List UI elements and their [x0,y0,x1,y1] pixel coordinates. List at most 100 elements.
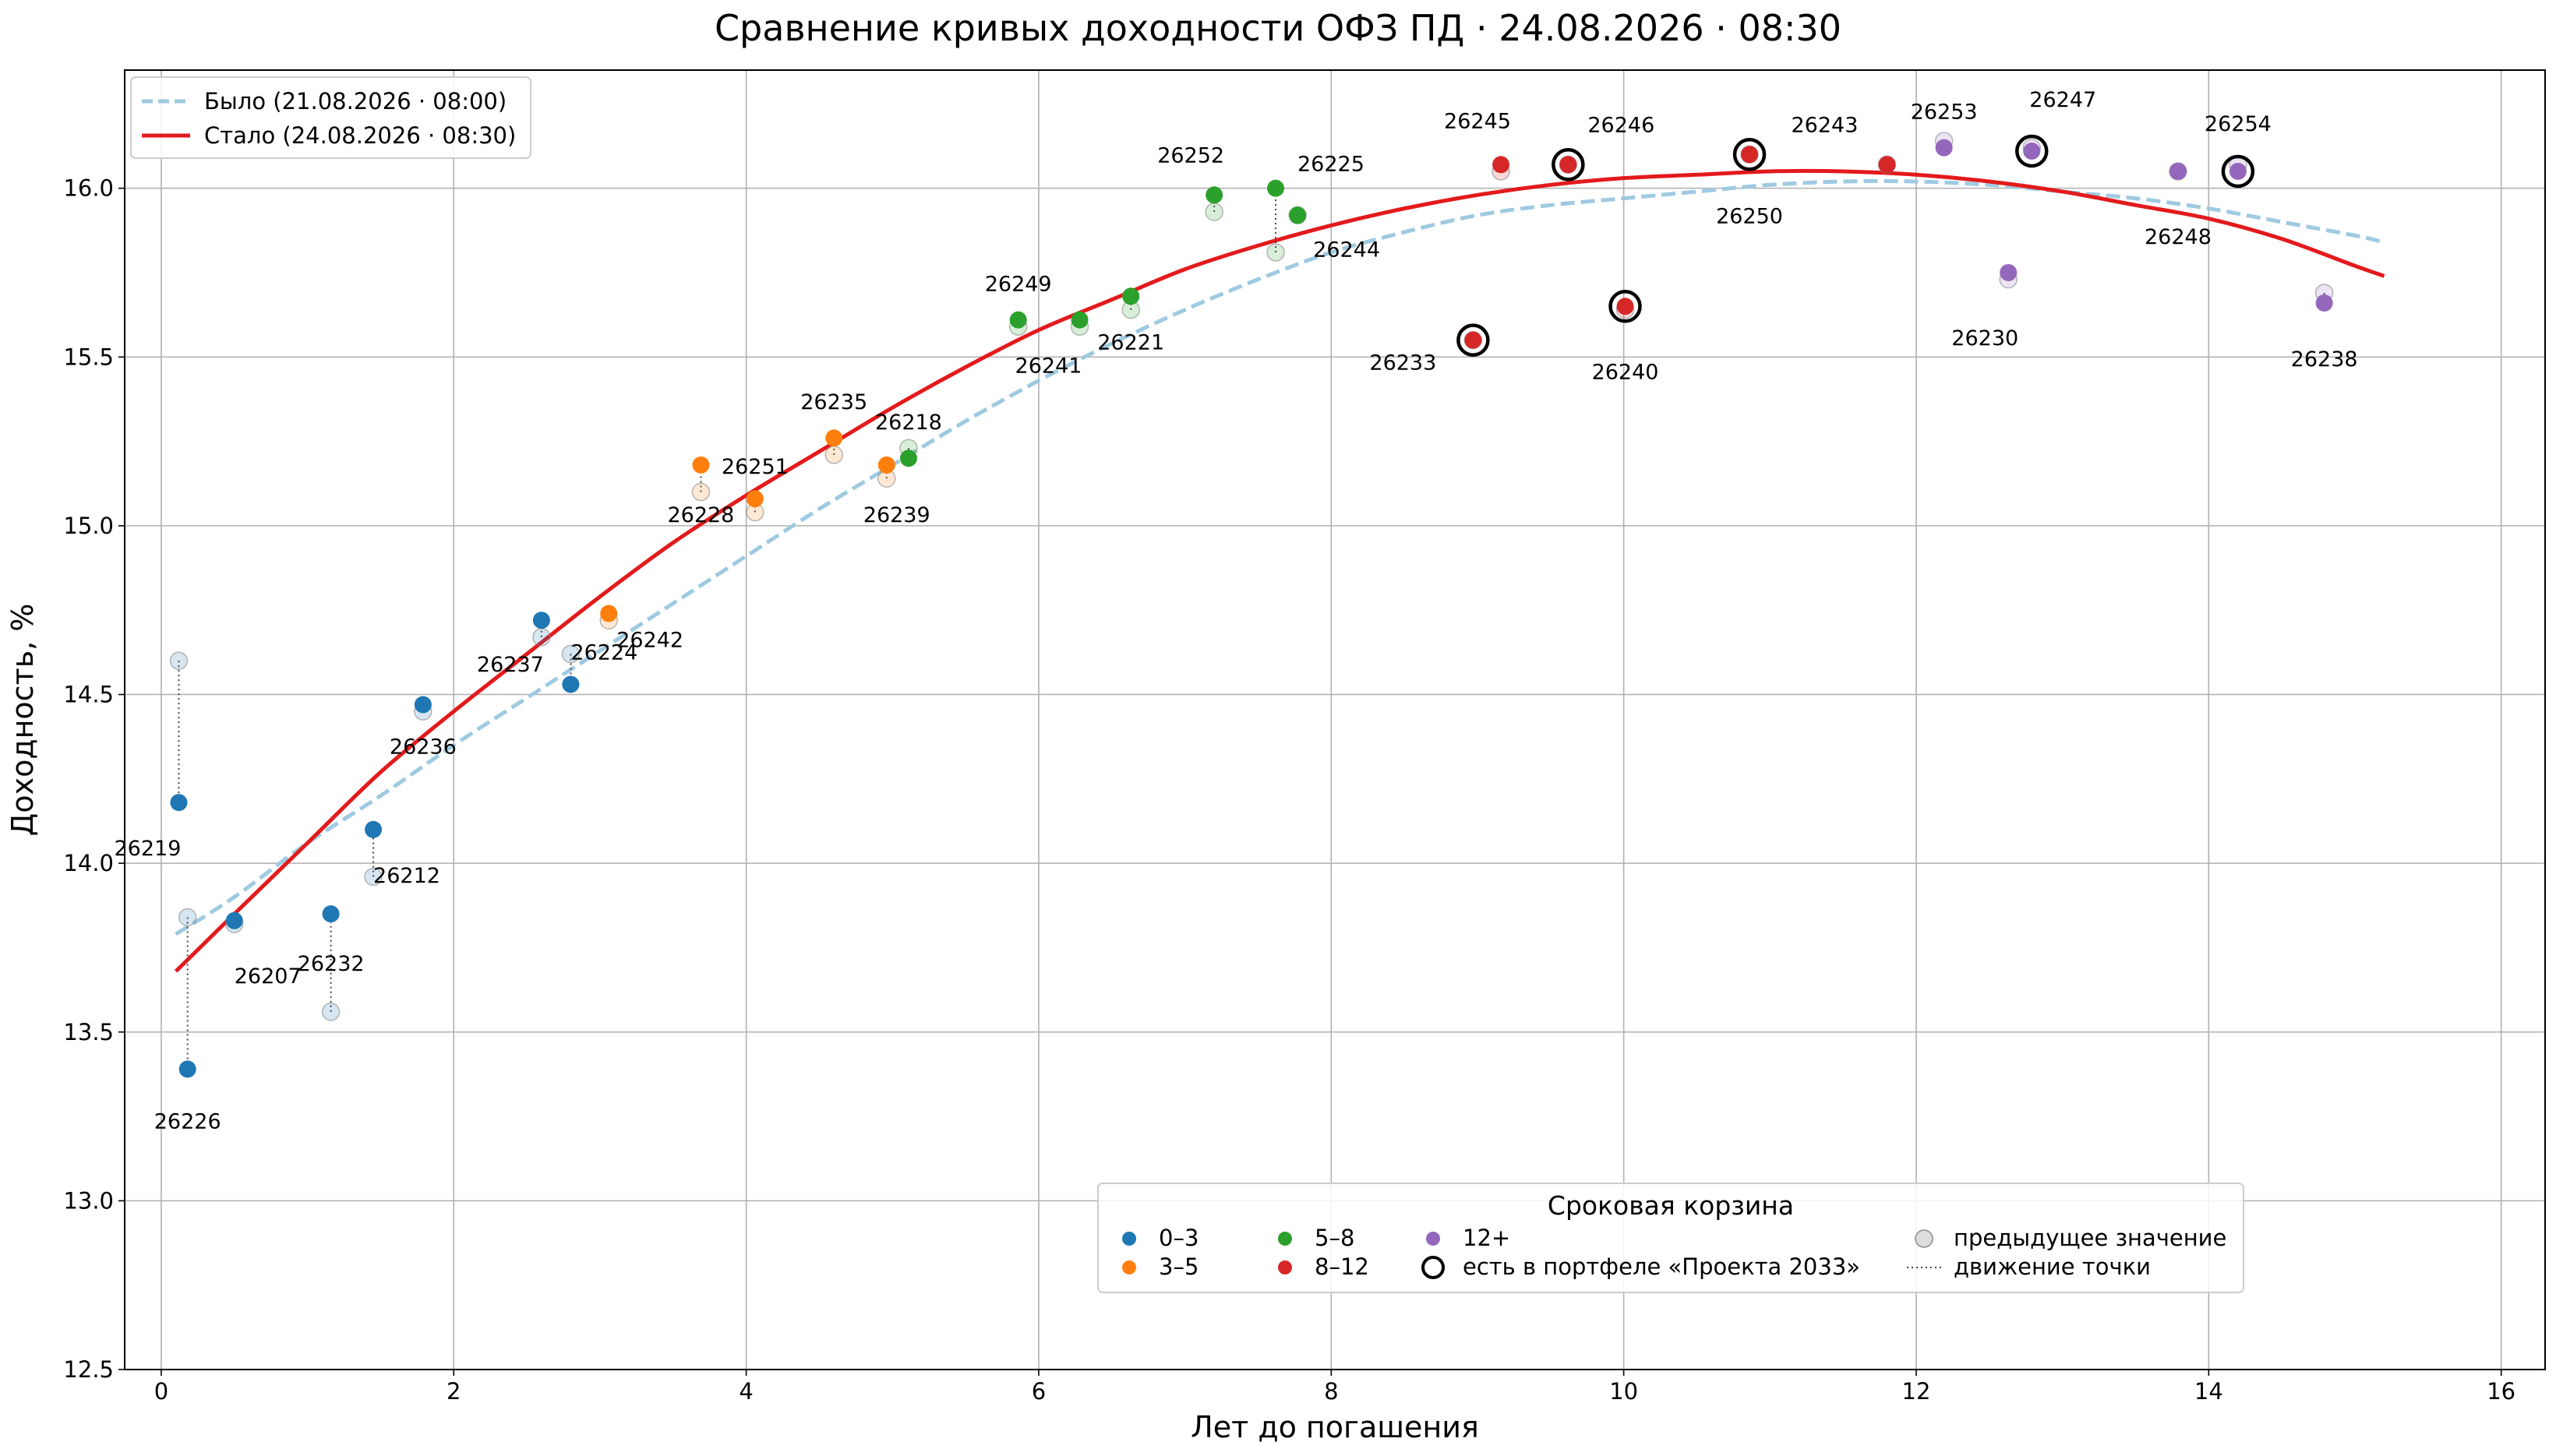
point-marker-26246 [1559,156,1577,174]
bucket-legend-label: 5–8 [1315,1225,1354,1251]
point-marker-26207 [225,911,243,929]
y-tick-label: 16.0 [63,175,114,202]
portfolio-ring [2015,134,2049,168]
point-label: 26252 [1157,143,1224,167]
bucket-legend: Сроковая корзина 0–33–5 5–88–12 12+есть в п… [1097,1183,2244,1293]
point-marker-26224 [562,675,580,693]
bucket-legend-label: предыдущее значение [1954,1225,2226,1251]
x-tick-label: 16 [2487,1378,2515,1405]
y-tick-label: 15.0 [63,513,114,539]
bucket-legend-label: 8–12 [1315,1253,1369,1280]
curve-legend-label: Стало (24.08.2026 · 08:30) [204,122,516,149]
point-marker-26225 [1266,179,1284,197]
point-label: 26230 [1951,326,2018,351]
bucket-legend-box [1097,1183,2244,1293]
previous-point-marker [1205,203,1223,221]
curves-layer [174,168,2385,973]
point-label: 26224 [570,641,637,665]
previous-point-marker [364,867,383,887]
bucket-legend-marker [1426,1232,1440,1246]
axis-ticks: 0 2 4 6 8 10 12 14 16 12.5 13.0 13.5 14.0 14.5 15.0 15.… [63,175,2515,1405]
point-marker-26232 [322,905,340,923]
previous-point-marker [561,644,581,664]
point-label: 26245 [1444,109,1511,133]
x-tick-label: 14 [2194,1378,2223,1405]
point-label: 26239 [863,503,930,527]
bucket-legend-label: движение точки [1954,1253,2151,1280]
point-label: 26254 [2205,112,2272,136]
y-tick-label: 13.5 [63,1019,114,1045]
x-tick-label: 8 [1324,1378,1338,1405]
point-marker-26238 [2315,294,2333,312]
previous-point-marker [532,628,551,647]
point-label: 26233 [1369,351,1436,375]
bucket-legend-title: Сроковая корзина [1548,1190,1794,1221]
point-label: 26251 [722,455,789,479]
x-tick-label: 10 [1609,1378,1638,1405]
x-axis-title: Лет до погашения [1191,1410,1479,1444]
chart-title: Сравнение кривых доходности ОФЗ ПД · 24.… [715,7,1841,49]
point-marker-26236 [414,696,432,714]
plot-frame [124,69,2546,1370]
previous-legend-marker [1915,1229,1933,1248]
portfolio-legend-marker [1421,1256,1445,1279]
point-label: 26248 [2145,225,2212,249]
point-marker-26244 [1289,206,1307,224]
new-curve-line [174,168,2385,973]
point-label: 26232 [298,952,365,976]
point-marker-26212 [365,820,383,838]
previous-point-marker [1266,243,1285,262]
previous-point-marker [321,1003,341,1021]
bucket-legend-marker [1122,1232,1136,1246]
x-tick-label: 0 [154,1378,168,1405]
bucket-legend-label: 0–3 [1159,1225,1199,1251]
point-label: 26212 [373,864,440,888]
y-tick-label: 15.5 [63,344,114,370]
point-label: 26228 [667,503,734,527]
current-points-layer [170,134,2333,1078]
point-marker-26247 [2023,142,2041,160]
portfolio-ring [2221,154,2255,189]
point-label: 26253 [1911,100,1978,125]
point-marker-26250 [1741,146,1759,164]
portfolio-ring [1552,148,1585,182]
point-marker-26249 [1009,311,1027,329]
point-marker-26221 [1122,287,1140,305]
point-marker-26218 [899,449,917,467]
point-label: 26241 [1015,354,1082,379]
previous-point-marker [824,446,843,464]
y-tick-label: 14.0 [63,850,114,876]
point-label: 26221 [1097,330,1164,354]
portfolio-ring [1456,323,1490,357]
point-marker-26252 [1206,186,1223,204]
y-axis-title: Доходность, % [5,604,40,837]
point-marker-26242 [600,605,618,622]
bucket-legend-label: 3–5 [1159,1253,1199,1280]
previous-point-marker [691,482,711,502]
y-tick-label: 14.5 [63,682,114,708]
point-marker-26245 [1492,156,1510,174]
point-marker-26239 [877,456,895,474]
point-marker-26240 [1616,298,1634,316]
point-marker-26241 [1071,311,1089,329]
point-label: 26207 [235,964,302,989]
x-tick-label: 4 [739,1378,753,1405]
bucket-legend-label: 12+ [1463,1225,1510,1251]
point-label: 26243 [1792,113,1859,137]
bucket-legend-marker [1278,1260,1292,1274]
point-marker-26251 [746,490,764,508]
x-tick-label: 2 [447,1378,461,1405]
point-label: 26236 [390,735,457,760]
x-tick-label: 6 [1032,1378,1046,1405]
y-tick-label: 13.0 [63,1187,114,1214]
point-label: 26246 [1587,113,1654,137]
previous-point-marker [178,908,197,927]
point-marker-26254 [2229,162,2247,180]
point-marker-26248 [2169,162,2187,180]
curve-legend: Было (21.08.2026 · 08:00) Стало (24.08.20… [130,76,531,159]
point-marker-26243 [1878,156,1896,174]
point-label: 26225 [1297,153,1364,177]
point-label: 26235 [800,390,867,414]
point-label: 26250 [1716,204,1783,228]
bucket-legend-marker [1122,1260,1136,1274]
